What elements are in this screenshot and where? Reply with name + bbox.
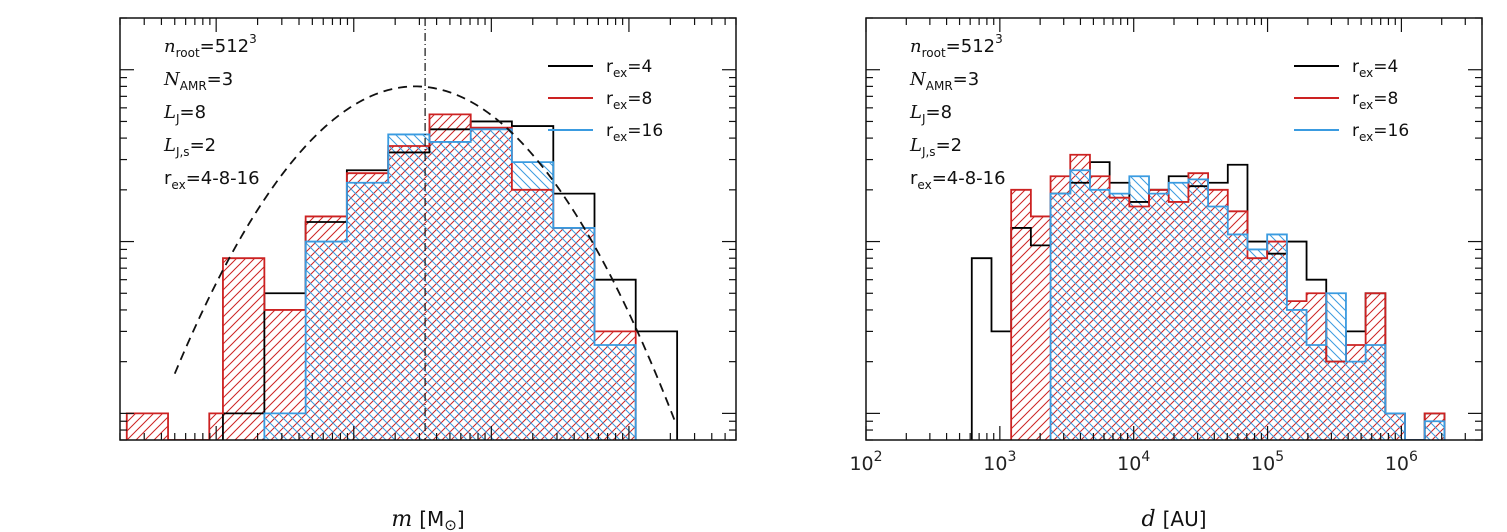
hist-fill-bar xyxy=(1267,234,1287,440)
hist-fill-bar xyxy=(511,162,554,440)
hist-fill-bar xyxy=(222,258,265,440)
x-tick-label: 103 xyxy=(983,449,1016,475)
hist-fill-bar xyxy=(1385,413,1406,440)
hist-outline xyxy=(1049,169,1446,440)
hist-fill-bar xyxy=(1286,309,1307,440)
hist-fill-bar xyxy=(1306,345,1327,440)
hist-fill-bar xyxy=(1247,249,1268,440)
x-tick-label: 106 xyxy=(1385,449,1418,475)
hist-fill-bar xyxy=(346,182,389,440)
hist-fill-bar xyxy=(1365,345,1386,440)
hist-fill-bar xyxy=(1168,182,1189,440)
x-tick-label: 105 xyxy=(1251,449,1284,475)
mass-histogram-panel: m [M⊙] nroot=5123 NAMR=3 LJ=8 LJ,s=2 rex=4-8-… xyxy=(119,17,737,532)
hist-fill-bar xyxy=(1227,234,1248,440)
param-annotation: LJ,s=2 xyxy=(163,135,216,159)
hist-fill-bar xyxy=(1345,361,1366,440)
separation-histogram-panel: 102 103 104 105 106 d [AU] nroot=5123 NAMR=3 LJ=… xyxy=(849,17,1483,532)
hist-fill-bar xyxy=(1326,293,1346,440)
hist-fill-bar xyxy=(1129,176,1150,440)
hist-fill-bar xyxy=(1149,193,1169,440)
x-tick-label: 104 xyxy=(1117,449,1150,475)
hist-fill-bar xyxy=(1030,216,1051,440)
param-annotation: LJ=8 xyxy=(909,102,952,126)
hist-fill-bar xyxy=(388,134,430,440)
x-axis-label: m [M⊙] xyxy=(391,507,464,532)
param-annotation: NAMR=3 xyxy=(163,69,233,93)
hist-outline xyxy=(1010,153,1446,440)
param-annotation: nroot=5123 xyxy=(910,32,1003,60)
legend-label: rex=8 xyxy=(1352,89,1398,112)
hist-fill-bar xyxy=(553,227,595,440)
hist-fill-bar xyxy=(1188,179,1209,440)
hist-fill-bar xyxy=(1109,193,1130,440)
hist-fill-bar xyxy=(305,241,347,440)
plot-area xyxy=(125,85,679,440)
legend-label: rex=4 xyxy=(606,57,652,80)
hist-fill-bar xyxy=(1011,189,1031,440)
hist-fill-bar xyxy=(1424,421,1445,440)
param-annotation: LJ,s=2 xyxy=(909,135,962,159)
hist-fill-bar xyxy=(594,345,636,440)
param-annotation: nroot=5123 xyxy=(164,32,257,60)
param-annotation: rex=4-8-16 xyxy=(164,168,260,192)
legend-label: rex=4 xyxy=(1352,57,1398,80)
lognormal-fit-curve xyxy=(173,85,677,425)
x-axis-label: d [AU] xyxy=(1141,507,1206,532)
hist-fill-bar xyxy=(1089,189,1110,440)
param-annotation: LJ=8 xyxy=(163,102,206,126)
legend-label: rex=16 xyxy=(1352,121,1409,144)
hist-fill-bar xyxy=(470,129,512,440)
hist-fill-bar xyxy=(1208,206,1228,440)
hist-outline xyxy=(263,128,637,440)
hist-fill-bar xyxy=(429,141,471,440)
hist-fill-bar xyxy=(1050,193,1071,440)
plot-area xyxy=(970,153,1446,440)
plot-frame xyxy=(119,17,737,441)
legend-label: rex=16 xyxy=(606,121,663,144)
hist-outline xyxy=(222,120,679,440)
legend-label: rex=8 xyxy=(606,89,652,112)
param-annotation: NAMR=3 xyxy=(909,69,979,93)
hist-fill-bar xyxy=(1070,170,1090,440)
x-tick-label: 102 xyxy=(849,449,882,475)
param-annotation: rex=4-8-16 xyxy=(910,168,1006,192)
